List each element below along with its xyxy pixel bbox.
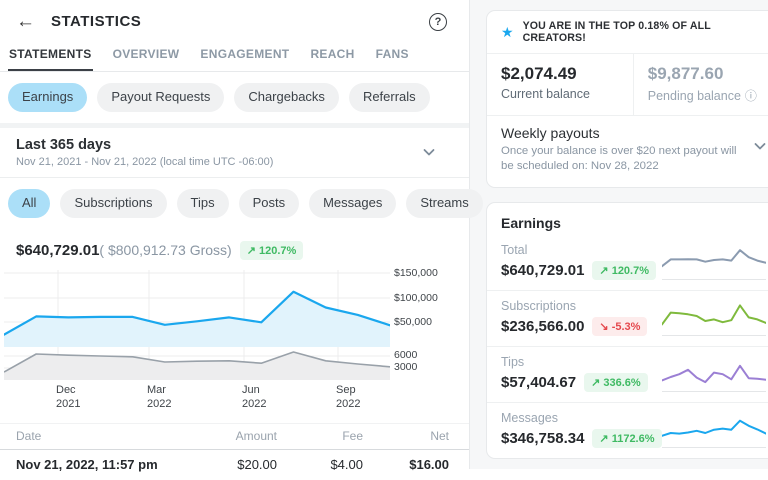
transactions-table: Date Amount Fee Net Nov 21, 2022, 11:57 … <box>0 422 469 480</box>
row-change-badge: ↘ -5.3% <box>592 316 648 336</box>
pill-payout-requests[interactable]: Payout Requests <box>97 83 225 112</box>
pill-referrals[interactable]: Referrals <box>348 83 430 112</box>
pill-subscriptions[interactable]: Subscriptions <box>60 188 167 218</box>
tab-reach[interactable]: REACH <box>310 47 355 61</box>
star-icon: ★ <box>501 24 514 40</box>
section-divider <box>0 122 469 128</box>
table-header: Date Amount Fee Net <box>0 422 469 450</box>
payouts-description: Once your balance is over $20 next payou… <box>501 145 737 173</box>
row-change-badge: ↗ 1172.6% <box>592 428 662 448</box>
chart-count-line <box>3 351 391 373</box>
pill-streams[interactable]: Streams <box>406 188 483 218</box>
row-change-badge: ↗ 120.7% <box>592 260 657 280</box>
row-label: Subscriptions <box>501 298 577 313</box>
col-net: Net <box>430 429 449 444</box>
tab-statements[interactable]: STATEMENTS <box>8 41 93 71</box>
cell-amount: $20.00 <box>237 457 277 473</box>
tab-fans[interactable]: FANS <box>375 47 409 61</box>
table-row[interactable]: Nov 21, 2022, 11:57 pm $20.00 $4.00 $16.… <box>0 450 469 480</box>
sparkline-tips <box>661 355 766 392</box>
date-range-label: Last 365 days <box>16 136 112 153</box>
row-amount: $640,729.01 <box>501 261 585 279</box>
balances-row: $2,074.49 Current balance $9,877.60 Pend… <box>487 54 768 116</box>
col-amount: Amount <box>235 429 277 444</box>
x-tick: Sep 2022 <box>336 383 361 410</box>
y-tick: $150,000 <box>394 266 438 279</box>
row-label: Messages <box>501 410 558 425</box>
right-panel: ★ YOU ARE IN THE TOP 0.18% OF ALL CREATO… <box>470 0 768 469</box>
page-header: ← STATISTICS ? <box>0 0 469 39</box>
x-tick: Mar 2022 <box>147 383 172 410</box>
sparkline-messages <box>661 411 766 448</box>
sparkline-total <box>661 243 766 280</box>
tab-engagement[interactable]: ENGAGEMENT <box>200 47 290 61</box>
cell-fee: $4.00 <box>330 457 363 473</box>
earnings-row-messages: Messages $346,758.34 ↗ 1172.6% <box>487 401 768 458</box>
y-tick: 6000 <box>394 348 418 361</box>
cell-net: $16.00 <box>409 457 449 473</box>
y-tick: $50,000 <box>394 315 432 328</box>
cell-date: Nov 21, 2022, 11:57 pm <box>16 457 158 473</box>
x-tick: Jun 2022 <box>242 383 267 410</box>
tab-overview[interactable]: OVERVIEW <box>112 47 180 61</box>
current-balance: $2,074.49 Current balance <box>487 54 633 115</box>
payouts-title: Weekly payouts <box>501 125 600 141</box>
earnings-row-tips: Tips $57,404.67 ↗ 336.6% <box>487 345 768 402</box>
pending-balance-amount: $9,877.60 <box>647 64 724 83</box>
earnings-row-subscriptions: Subscriptions $236,566.00 ↘ -5.3% <box>487 289 768 346</box>
earnings-row-total: Total $640,729.01 ↗ 120.7% <box>487 235 768 290</box>
help-icon[interactable]: ? <box>429 12 447 31</box>
chevron-down-icon[interactable] <box>752 138 768 154</box>
row-amount: $346,758.34 <box>501 429 585 447</box>
main-chart-svg <box>2 269 392 380</box>
gross-earnings-value: ( $800,912.73 Gross) <box>99 242 232 259</box>
earnings-breakdown-card: Earnings Total $640,729.01 ↗ 120.7% Subs… <box>486 201 768 459</box>
chart-gross-line <box>2 290 392 336</box>
x-tick: Dec 2021 <box>56 383 81 410</box>
date-range-selector[interactable]: Last 365 days Nov 21, 2021 - Nov 21, 202… <box>0 128 469 178</box>
chart-x-axis: Dec 2021 Mar 2022 Jun 2022 Sep 2022 <box>4 384 390 412</box>
tab-bar: STATEMENTS OVERVIEW ENGAGEMENT REACH FAN… <box>0 41 469 72</box>
pill-tips[interactable]: Tips <box>176 188 229 218</box>
earning-type-pills: All Subscriptions Tips Posts Messages St… <box>0 178 483 229</box>
pill-posts[interactable]: Posts <box>238 188 300 218</box>
col-date: Date <box>16 429 42 444</box>
pill-earnings[interactable]: Earnings <box>8 83 88 112</box>
sparkline-subscriptions <box>661 299 766 336</box>
row-change-badge: ↗ 336.6% <box>584 372 648 392</box>
date-range-detail: Nov 21, 2021 - Nov 21, 2022 (local time … <box>16 155 274 168</box>
pending-balance: $9,877.60 Pending balance ⓘ <box>632 54 768 115</box>
chart-gross-area <box>4 291 390 347</box>
net-earnings-value: $640,729.01 <box>16 241 100 259</box>
chart-count-area <box>4 351 390 380</box>
page-title: STATISTICS <box>51 13 142 30</box>
earnings-summary: $640,729.01 ( $800,912.73 Gross) ↗ 120.7… <box>0 229 469 266</box>
balance-card: ★ YOU ARE IN THE TOP 0.18% OF ALL CREATO… <box>486 10 768 188</box>
back-arrow-icon[interactable]: ← <box>16 11 35 32</box>
earnings-card-title: Earnings <box>501 214 561 231</box>
pending-balance-label: Pending balance ⓘ <box>647 89 757 103</box>
pill-chargebacks[interactable]: Chargebacks <box>234 83 339 112</box>
chevron-down-icon[interactable] <box>421 144 437 160</box>
top-creator-banner[interactable]: ★ YOU ARE IN THE TOP 0.18% OF ALL CREATO… <box>487 11 768 54</box>
pill-all[interactable]: All <box>8 188 51 218</box>
row-label: Total <box>501 242 528 257</box>
statement-category-pills: Earnings Payout Requests Chargebacks Ref… <box>0 72 469 123</box>
info-icon[interactable]: ⓘ <box>744 89 757 103</box>
pill-messages[interactable]: Messages <box>309 188 397 218</box>
current-balance-label: Current balance <box>501 87 590 101</box>
col-fee: Fee <box>342 429 363 444</box>
y-tick: $100,000 <box>394 291 438 304</box>
banner-text: YOU ARE IN THE TOP 0.18% OF ALL CREATORS… <box>522 20 711 44</box>
row-amount: $236,566.00 <box>501 317 585 335</box>
change-badge: ↗ 120.7% <box>239 240 304 260</box>
earnings-chart: $150,000 $100,000 $50,000 6000 3000 Dec 2… <box>0 266 469 415</box>
current-balance-amount: $2,074.49 <box>501 64 577 83</box>
left-panel: ← STATISTICS ? STATEMENTS OVERVIEW ENGAG… <box>0 0 483 472</box>
row-label: Tips <box>501 354 525 369</box>
row-amount: $57,404.67 <box>501 373 577 391</box>
weekly-payouts[interactable]: Weekly payouts Once your balance is over… <box>487 116 768 187</box>
y-tick: 3000 <box>394 360 418 373</box>
